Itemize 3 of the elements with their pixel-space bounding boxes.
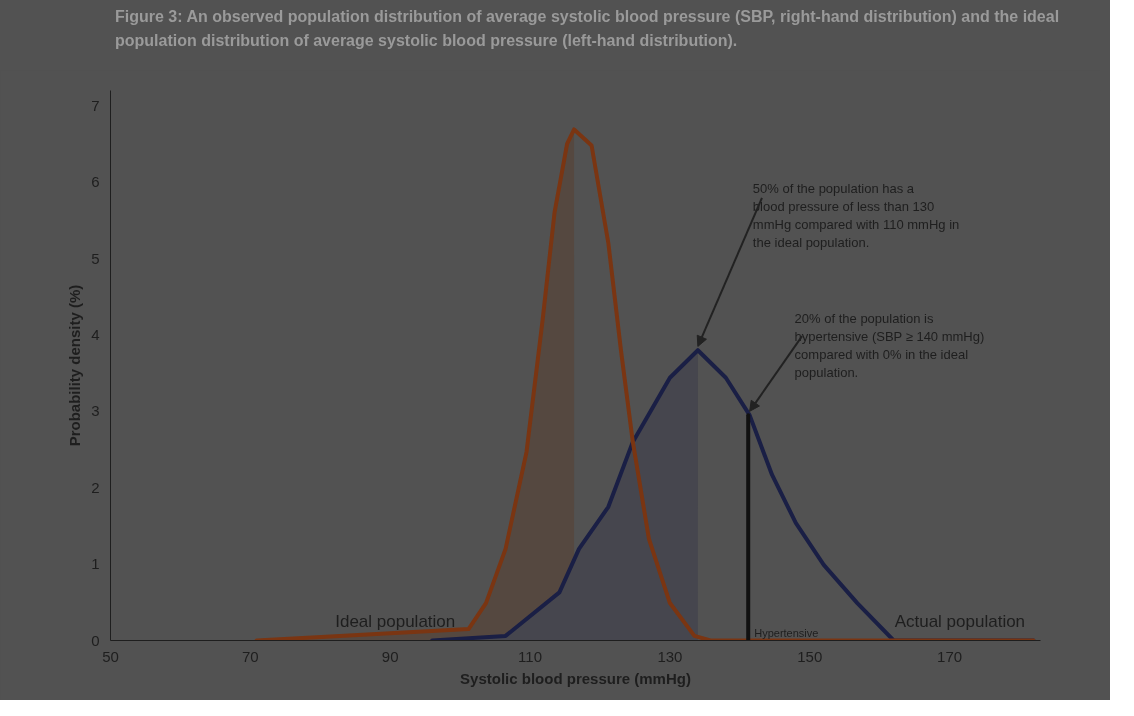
line-series [254, 127, 1036, 641]
annotation: Hypertensive [754, 626, 819, 639]
chart-title: Figure 3: An observed population distribution of average systolic blood pressure (SBP, right-hand distribution) and the ideal population distribution of average systolic blood pressure (left-hand distribution). [115, 7, 1061, 51]
